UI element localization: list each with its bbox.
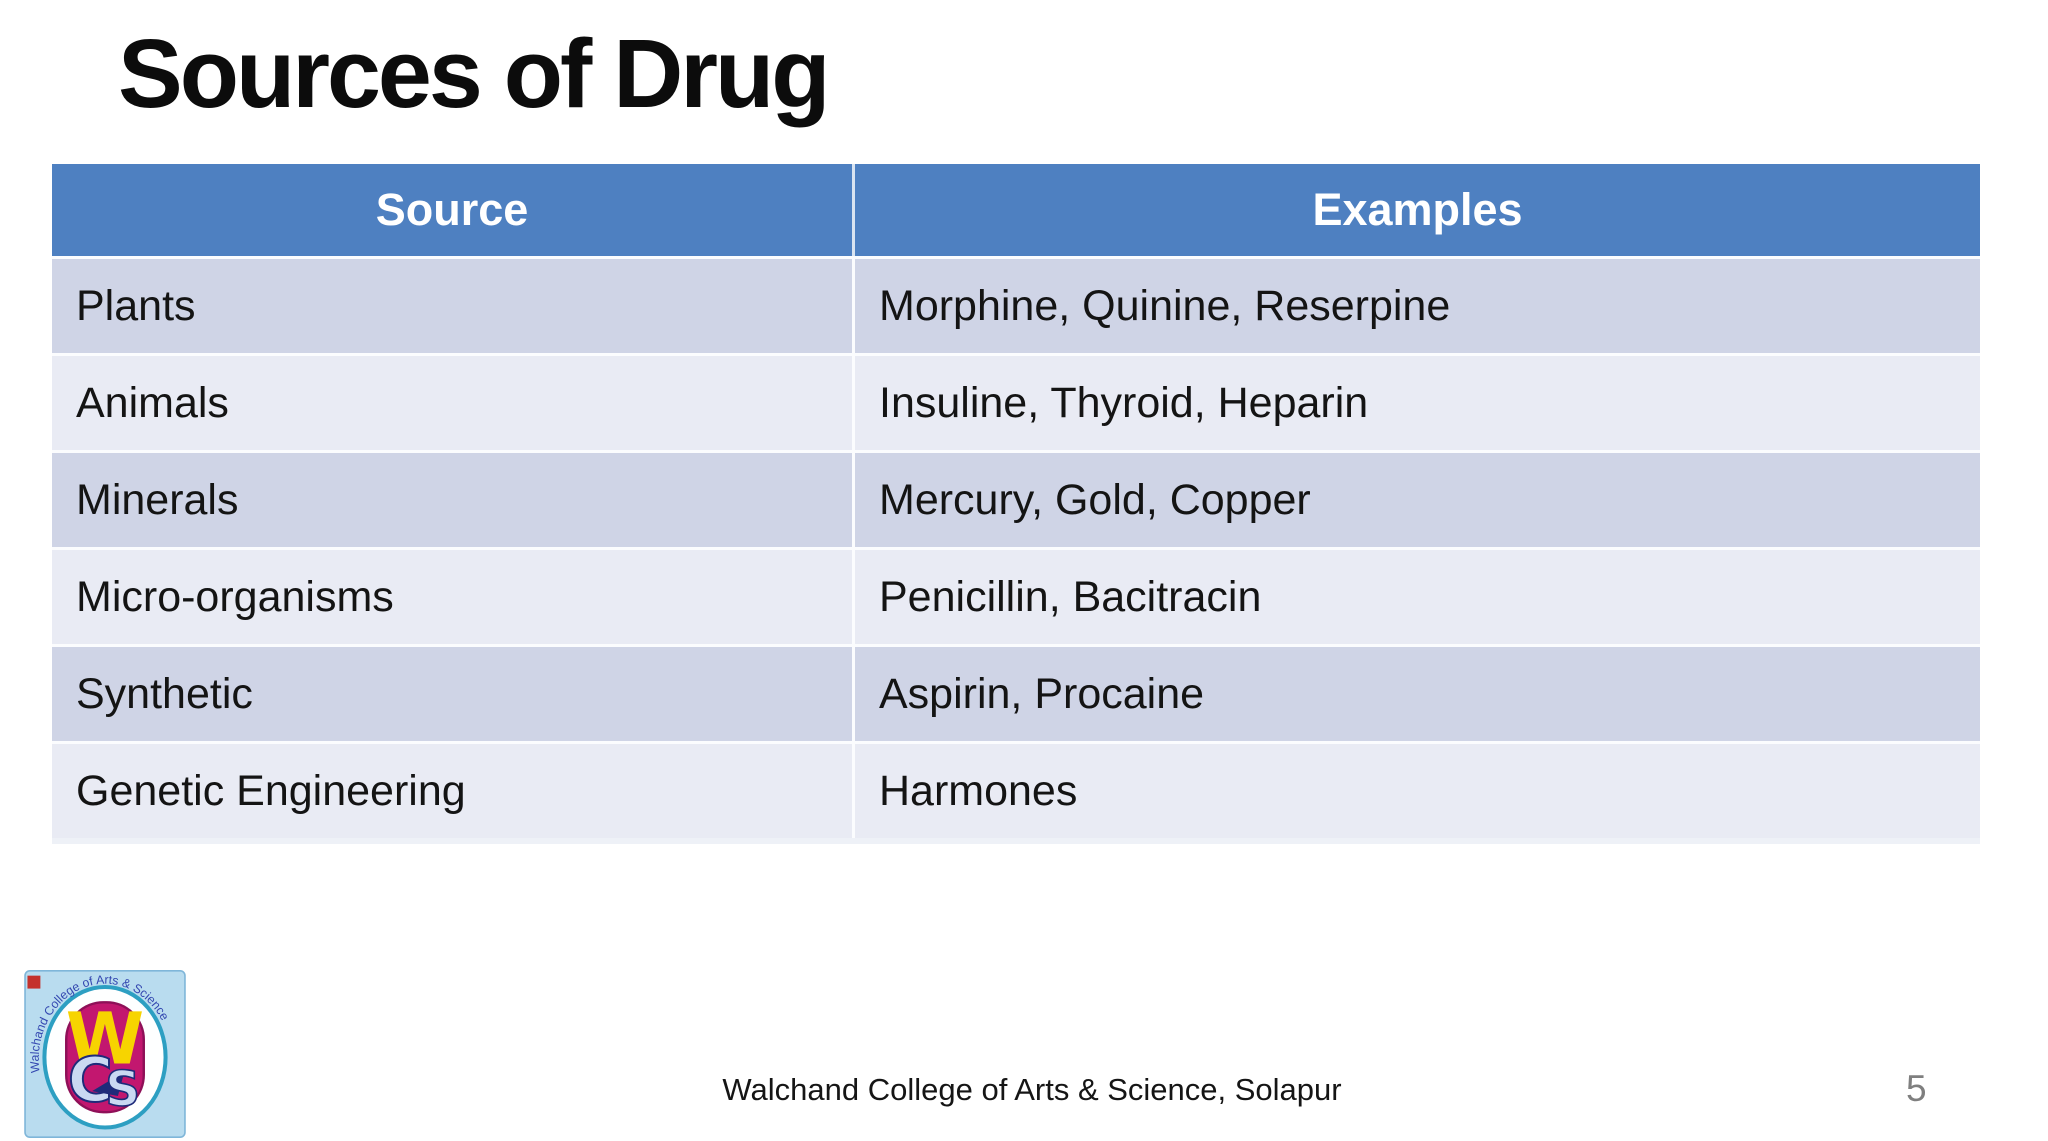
table-row: Genetic Engineering Harmones bbox=[52, 741, 1980, 838]
cell-examples: Morphine, Quinine, Reserpine bbox=[852, 259, 1980, 353]
cell-source: Micro-organisms bbox=[76, 572, 394, 621]
logo-inner-shield bbox=[65, 1001, 145, 1114]
cell-examples: Insuline, Thyroid, Heparin bbox=[852, 356, 1980, 450]
table-row: Synthetic Aspirin, Procaine bbox=[52, 644, 1980, 741]
cell-examples: Mercury, Gold, Copper bbox=[852, 453, 1980, 547]
footer-text: Walchand College of Arts & Science, Sola… bbox=[722, 1072, 1342, 1107]
table-row: Plants Morphine, Quinine, Reserpine bbox=[52, 256, 1980, 353]
column-header-source: Source bbox=[375, 184, 529, 235]
sources-table: Source Examples Plants Morphine, Quinine… bbox=[52, 164, 1980, 844]
table-header-row: Source Examples bbox=[52, 164, 1980, 256]
table-row: Micro-organisms Penicillin, Bacitracin bbox=[52, 547, 1980, 644]
column-header-examples: Examples bbox=[852, 164, 1980, 256]
logo-letter-s: S bbox=[105, 1062, 140, 1118]
cell-examples: Penicillin, Bacitracin bbox=[852, 550, 1980, 644]
table-row: Minerals Mercury, Gold, Copper bbox=[52, 450, 1980, 547]
cell-examples: Aspirin, Procaine bbox=[852, 647, 1980, 741]
cell-examples: Harmones bbox=[852, 744, 1980, 838]
page-title: Sources of Drug bbox=[118, 19, 831, 128]
cell-source: Minerals bbox=[76, 475, 239, 524]
logo-letter-c: C bbox=[68, 1045, 113, 1116]
cell-source: Genetic Engineering bbox=[76, 766, 466, 815]
table-row: Animals Insuline, Thyroid, Heparin bbox=[52, 353, 1980, 450]
college-logo: W C S Walchand College of Arts & Science bbox=[24, 970, 186, 1138]
logo-letter-w: W bbox=[66, 998, 144, 1081]
cell-source: Synthetic bbox=[76, 669, 253, 718]
cell-source: Plants bbox=[76, 281, 196, 330]
cell-source: Animals bbox=[76, 378, 229, 427]
logo-red-square bbox=[27, 975, 41, 989]
logo-arrow bbox=[92, 1071, 125, 1096]
page-number: 5 bbox=[1906, 1068, 1927, 1109]
